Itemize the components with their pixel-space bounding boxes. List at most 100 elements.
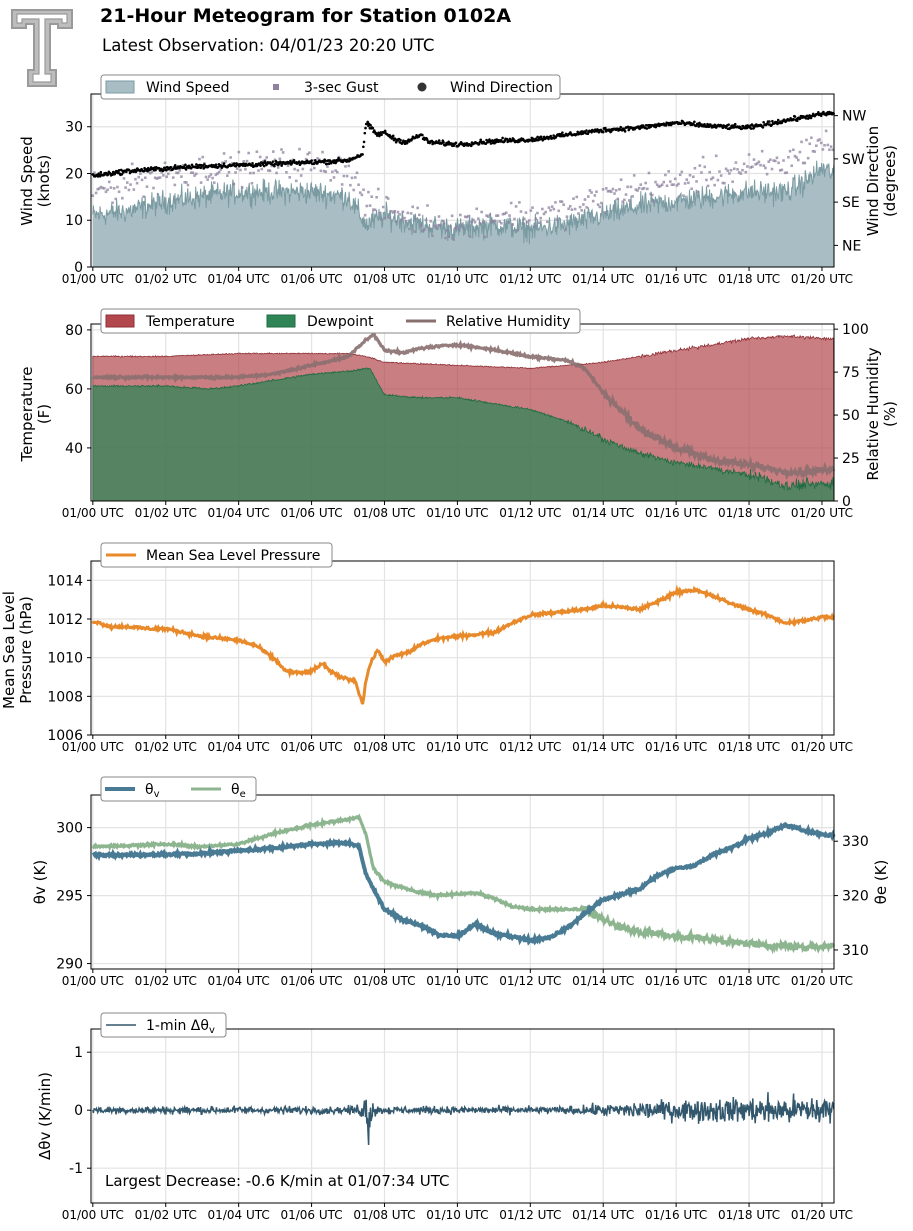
y-tick-label: 60 [65, 382, 83, 398]
gust-point [137, 175, 141, 179]
gust-point [736, 168, 739, 171]
gust-point [276, 166, 280, 169]
wind-direction-point [707, 125, 711, 129]
gust-point [470, 220, 474, 224]
gust-point [600, 201, 603, 205]
gust-point [601, 188, 605, 191]
gust-point [723, 181, 726, 185]
gust-point [122, 177, 126, 180]
gust-point [711, 176, 715, 179]
gust-point [201, 155, 205, 159]
x-tick-label: 01/14 UTC [572, 506, 634, 520]
gust-point [130, 162, 134, 166]
gust-point [321, 150, 324, 154]
gust-point [273, 158, 277, 162]
legend-box [100, 776, 257, 802]
gust-point [224, 160, 228, 163]
gust-point [664, 173, 667, 177]
gust-point [737, 171, 741, 174]
wind-direction-point [761, 126, 765, 129]
gust-point [554, 201, 557, 204]
gust-point [299, 174, 303, 177]
gust-point [340, 183, 344, 186]
wind-direction-point [539, 135, 543, 139]
gust-point [234, 171, 237, 174]
gust-point [401, 210, 405, 214]
thermo-panel: 01/00 UTC 01/02 UTC 01/04 UTC 01/06 UTC 01/0… [18, 308, 899, 520]
x-tick-label: 01/16 UTC [645, 974, 707, 988]
legend-swatch [417, 82, 427, 92]
gust-point [419, 224, 423, 227]
wind-direction-point [275, 160, 278, 164]
gust-point [103, 187, 106, 190]
gust-point [732, 167, 736, 171]
gust-point [198, 157, 201, 161]
gust-point [752, 158, 756, 161]
gust-point [480, 210, 483, 214]
gust-point [404, 219, 408, 223]
gust-point [796, 158, 800, 162]
gust-point [609, 190, 613, 194]
gust-point [376, 187, 380, 191]
x-tick-label: 01/12 UTC [499, 740, 561, 754]
gust-point [593, 194, 597, 197]
gust-point [157, 176, 160, 180]
gust-point [442, 221, 446, 225]
gust-point [477, 217, 480, 221]
gust-point [632, 174, 636, 177]
gust-point [616, 197, 620, 201]
gust-point [526, 220, 529, 224]
gust-point [260, 167, 264, 171]
gust-point [603, 211, 606, 214]
gust-point [455, 225, 459, 228]
gust-point [747, 153, 751, 156]
gust-point [252, 171, 255, 175]
largest-decrease-annotation: Largest Decrease: -0.6 K/min at 01/07:34… [105, 1172, 450, 1190]
legend-box [100, 542, 333, 568]
gust-point [431, 234, 434, 238]
gust-point [665, 184, 669, 188]
gust-point [588, 189, 592, 192]
x-tick-label: 01/10 UTC [426, 506, 488, 520]
gust-point [421, 229, 424, 233]
wind-direction-point [169, 165, 173, 169]
gust-point [140, 178, 144, 182]
gust-point [406, 211, 410, 215]
gust-point [462, 227, 465, 230]
thermo-legend: Temperature Dewpoint Relative Humidity [100, 308, 581, 334]
gust-point [242, 160, 246, 163]
legend-swatch [105, 314, 135, 328]
gust-point [373, 208, 377, 212]
right-tick-label: NE [842, 238, 861, 254]
delta-theta-line [92, 1092, 835, 1146]
gust-point [744, 170, 748, 174]
wind-direction-point [163, 166, 167, 170]
wind-direction-point [494, 140, 498, 144]
wind-direction-point [366, 120, 370, 124]
gust-point [380, 218, 383, 221]
gust-point [208, 175, 211, 178]
gust-point [550, 205, 554, 208]
gust-point [440, 219, 444, 223]
gust-point [107, 180, 111, 184]
gust-point [719, 174, 723, 177]
x-tick-label: 01/08 UTC [353, 974, 415, 988]
gust-point [454, 226, 457, 230]
gust-point [700, 171, 703, 174]
gust-point [572, 197, 575, 200]
gust-point [570, 208, 574, 211]
gust-point [286, 164, 290, 168]
wind-direction-point [549, 134, 553, 138]
gust-point [125, 181, 129, 184]
gust-point [309, 168, 313, 172]
gust-point [194, 172, 198, 176]
gust-point [608, 189, 611, 193]
legend-label: Relative Humidity [446, 314, 570, 330]
gust-point [819, 141, 823, 145]
gust-point [626, 185, 629, 189]
gust-point [659, 184, 662, 188]
gust-point [805, 138, 808, 142]
gust-point [586, 195, 590, 198]
gust-point [578, 205, 582, 209]
gust-point [298, 147, 301, 151]
